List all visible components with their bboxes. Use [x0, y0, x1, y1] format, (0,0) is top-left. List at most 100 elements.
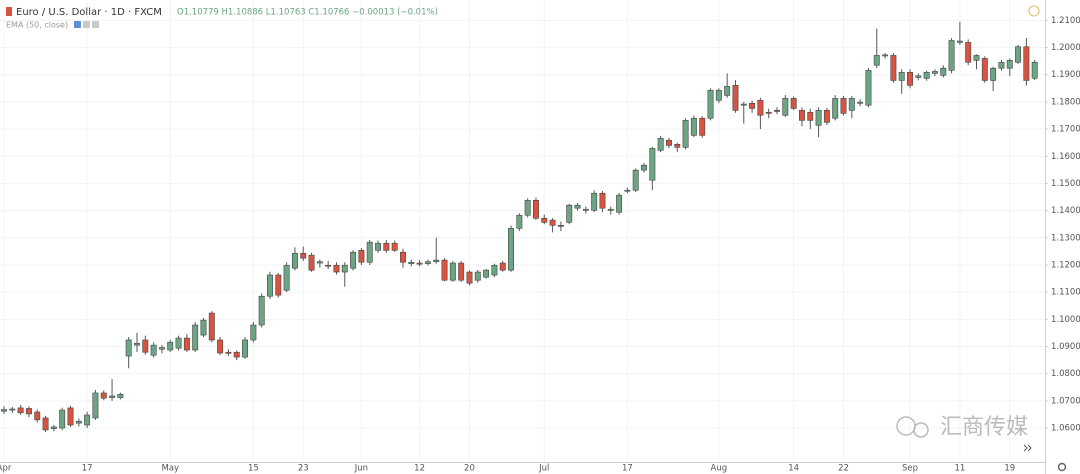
candle-body	[740, 103, 747, 106]
candle-body	[208, 312, 215, 341]
candle-body	[449, 262, 456, 281]
y-tick-label: 1.07000	[1051, 396, 1080, 406]
candle-body	[707, 89, 714, 119]
y-tick-label: 1.16000	[1051, 152, 1080, 162]
candle-body	[948, 40, 955, 71]
indicator-close-button[interactable]	[92, 21, 99, 28]
x-tick-label: Jul	[538, 464, 549, 474]
candle-body	[865, 70, 872, 106]
candle-body	[774, 110, 780, 112]
scroll-right-button[interactable]	[1023, 444, 1032, 452]
candle-body	[250, 324, 257, 341]
settings-button[interactable]	[1057, 462, 1067, 472]
y-tick-label: 1.15000	[1051, 179, 1080, 189]
candle-body	[466, 271, 473, 284]
y-tick-label: 1.14000	[1051, 206, 1080, 216]
candle-body	[375, 242, 381, 251]
candle-body	[757, 99, 764, 116]
y-tick-label: 1.06000	[1051, 424, 1080, 434]
candle-body	[383, 242, 390, 251]
candle-body	[907, 71, 913, 86]
candle-body	[840, 98, 847, 114]
candle-body	[873, 55, 880, 66]
axis-labels: 1.06000 1.07000 1.08000 1.09000 1.10000 1.110…	[0, 16, 1080, 474]
watermark: 汇商传媒	[896, 415, 1028, 440]
candle-body	[616, 194, 623, 213]
y-tick-label: 1.08000	[1051, 369, 1080, 379]
candle-body	[599, 192, 606, 209]
candle-body	[566, 204, 573, 223]
candle-body	[233, 351, 240, 358]
candle-body	[699, 117, 706, 136]
candle-body	[258, 295, 265, 326]
candle-body	[931, 71, 938, 74]
candle-body	[607, 208, 614, 211]
watermark-text: 汇商传媒	[940, 415, 1028, 440]
y-tick-label: 1.12000	[1051, 260, 1080, 270]
candle-body	[275, 274, 282, 296]
candle-body	[67, 407, 74, 426]
candle-body	[524, 199, 531, 216]
candle-body	[283, 264, 290, 291]
candle-body	[591, 192, 598, 211]
candle-body	[790, 98, 797, 109]
candle-body	[666, 139, 672, 146]
candle-body	[117, 394, 124, 398]
candle-body	[167, 341, 174, 351]
candle-body	[732, 85, 739, 111]
candle-body	[682, 120, 689, 148]
candle-body	[175, 337, 182, 349]
candle-body	[458, 262, 465, 281]
y-tick-label: 1.18000	[1051, 97, 1080, 107]
candle-body	[807, 111, 814, 121]
x-tick-label: 22	[838, 464, 849, 474]
candle-body	[483, 269, 490, 278]
candle-body	[42, 417, 49, 431]
alert-icon[interactable]	[1028, 5, 1040, 17]
candle-body	[499, 262, 506, 271]
candle-body	[316, 261, 323, 264]
candle-body	[857, 101, 864, 104]
candle-body	[391, 242, 398, 251]
x-tick-label: 17	[622, 464, 633, 474]
candle-body	[225, 351, 232, 354]
candle-body	[582, 208, 589, 211]
candles	[1, 21, 1038, 433]
candle-body	[158, 347, 165, 350]
candle-body	[990, 67, 997, 81]
candle-body	[242, 339, 249, 358]
candle-body	[150, 344, 157, 356]
chart-title: Euro / U.S. Dollar · 1D · FXCM	[16, 7, 162, 18]
candle-body	[125, 339, 132, 357]
x-tick-label: Sep	[902, 464, 918, 474]
y-tick-label: 1.21000	[1051, 16, 1080, 26]
candle-body	[749, 102, 756, 109]
x-tick-label: Apr	[0, 464, 12, 474]
candle-body	[915, 75, 922, 78]
x-tick-label: 15	[248, 464, 259, 474]
candle-body	[508, 227, 514, 271]
watermark-icon	[913, 422, 929, 438]
candle-body	[965, 42, 972, 63]
candle-body	[341, 264, 348, 273]
candle-body	[59, 409, 66, 429]
candle-body	[724, 86, 731, 96]
candle-body	[574, 204, 581, 209]
candle-body	[183, 337, 190, 351]
y-tick-label: 1.20000	[1051, 43, 1080, 53]
indicator-settings-button[interactable]	[83, 21, 90, 28]
candle-body	[9, 408, 16, 411]
x-tick-label: Jun	[354, 464, 368, 474]
candle-body	[358, 249, 365, 263]
candle-body	[17, 407, 24, 414]
candle-body	[923, 71, 930, 79]
candle-body	[782, 98, 789, 116]
candle-body	[134, 342, 140, 346]
candle-body	[92, 392, 99, 419]
x-tick-label: 14	[788, 464, 799, 474]
indicator-eye-button[interactable]	[74, 21, 81, 28]
candle-body	[325, 264, 332, 267]
candle-body	[474, 271, 481, 281]
candle-body	[973, 55, 980, 61]
x-tick-label: 20	[464, 464, 475, 474]
